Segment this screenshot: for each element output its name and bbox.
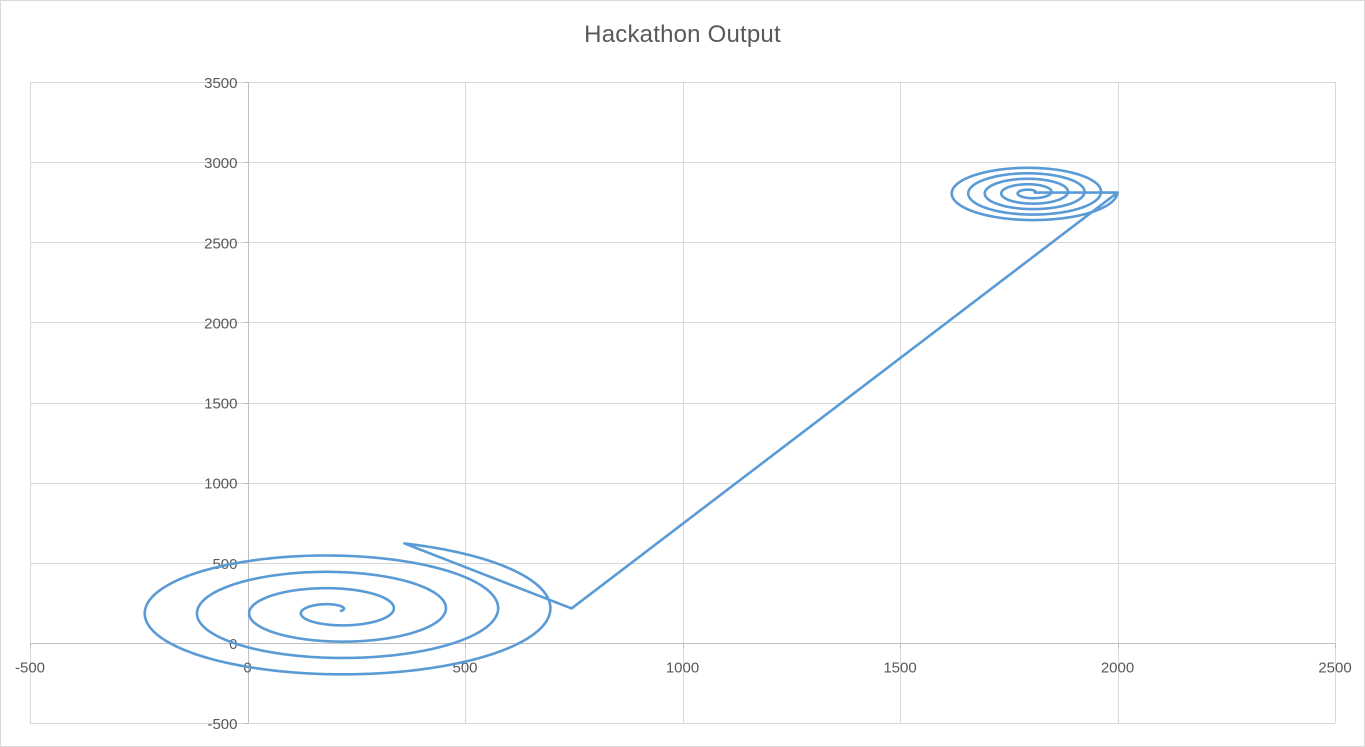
x-tick-label: 2000 xyxy=(1101,660,1134,677)
x-tick-label: 2500 xyxy=(1318,660,1351,677)
x-tick-label: -500 xyxy=(15,660,45,677)
series-line xyxy=(143,166,1119,676)
y-tick-label: 3000 xyxy=(204,155,237,172)
x-tick-label: 1500 xyxy=(883,660,916,677)
y-tick-label: 3500 xyxy=(204,75,237,92)
x-tick-label: 1000 xyxy=(666,660,699,677)
chart-title: Hackathon Output xyxy=(584,21,781,48)
y-tick-label: 1500 xyxy=(204,396,237,413)
y-tick-label: 2500 xyxy=(204,235,237,252)
y-tick-label: -500 xyxy=(207,716,237,733)
y-tick-label: 2000 xyxy=(204,315,237,332)
y-tick-label: 0 xyxy=(229,636,237,653)
y-tick-label: 1000 xyxy=(204,476,237,493)
